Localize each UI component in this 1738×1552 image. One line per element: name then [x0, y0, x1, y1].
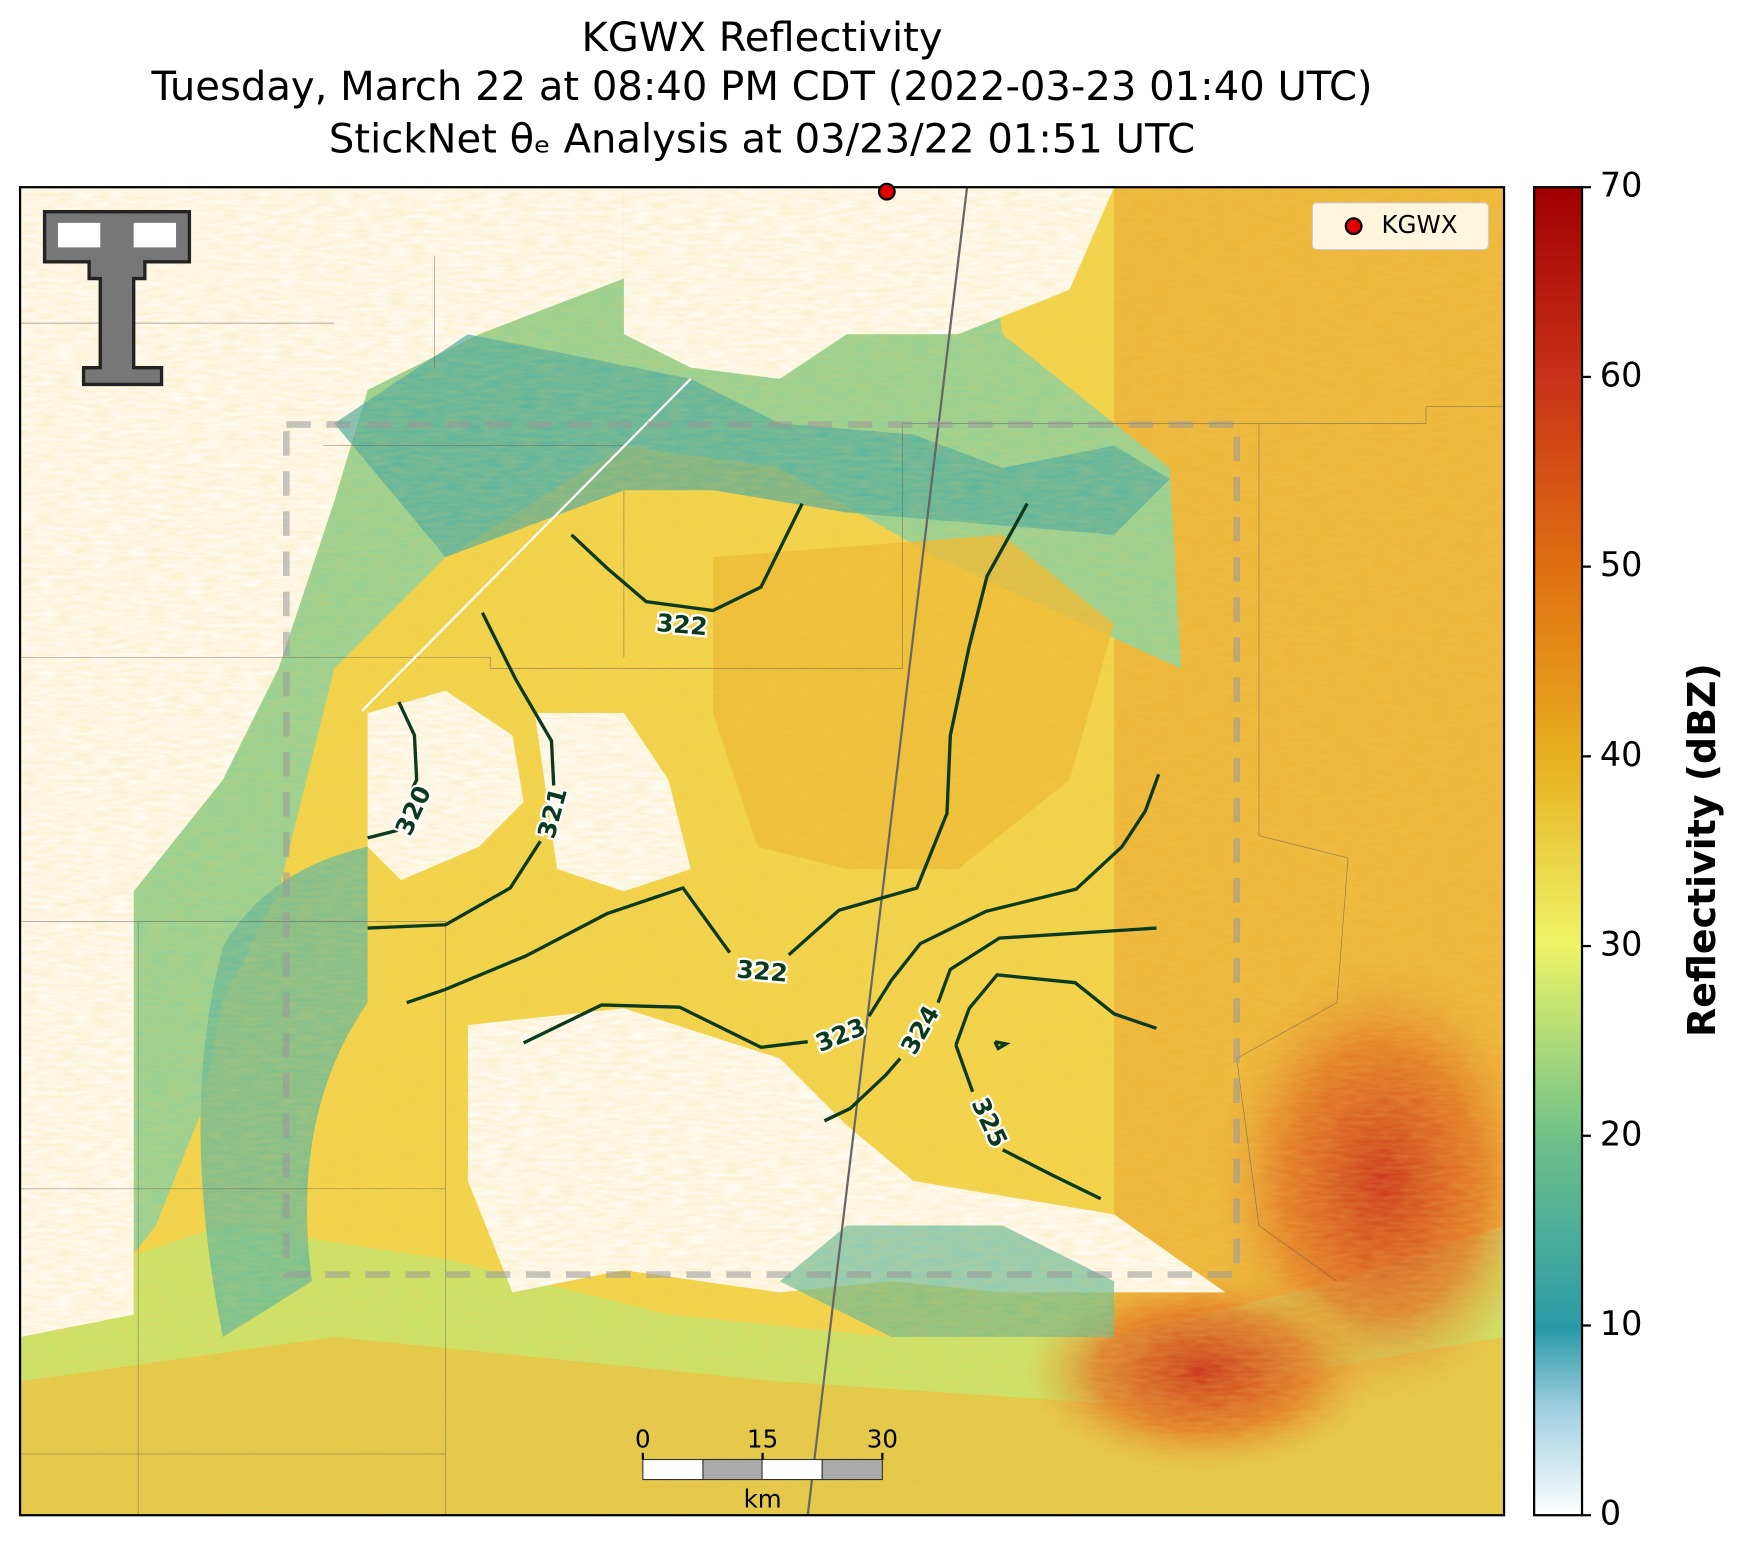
- scale-bar: 0 15 30 km: [635, 1425, 898, 1514]
- colorbar-tick-label: 60: [1600, 355, 1643, 394]
- contour-line: [993, 1040, 1011, 1051]
- colorbar-tick-label: 50: [1600, 545, 1643, 584]
- colorbar-tick-label: 10: [1600, 1304, 1643, 1343]
- colorbar-tick-label: 0: [1600, 1494, 1621, 1533]
- scale-tick-label: 30: [867, 1425, 898, 1454]
- contour-line: [480, 612, 556, 786]
- contour-line: [397, 701, 419, 790]
- scale-unit: km: [744, 1485, 782, 1514]
- legend-label: KGWX: [1381, 210, 1457, 239]
- contour-line: [954, 1044, 975, 1093]
- colorbar: [1533, 186, 1584, 1517]
- colorbar-tick-label: 70: [1600, 166, 1643, 205]
- contour-label: 322: [735, 954, 788, 987]
- contour-line: [367, 828, 400, 840]
- contour-line: [522, 1003, 808, 1050]
- contour-line: [954, 973, 1157, 1046]
- colorbar-tick-label: 40: [1600, 735, 1643, 774]
- contour-line: [867, 773, 1161, 1017]
- ttu-logo: [42, 210, 192, 387]
- contour-line: [367, 840, 542, 930]
- scale-tick-label: 0: [635, 1425, 651, 1454]
- subtitle: Tuesday, March 22 at 08:40 PM CDT (2022-…: [151, 64, 1373, 110]
- colorbar-label: Reflectivity (dBZ): [1680, 663, 1724, 1037]
- contour-line: [570, 502, 804, 613]
- legend: KGWX: [1311, 202, 1489, 251]
- legend-marker: [1344, 217, 1363, 236]
- map-frame: [18, 186, 1506, 1517]
- contour-line: [1001, 1148, 1102, 1201]
- colorbar-tick-label: 20: [1600, 1114, 1643, 1153]
- contour-line: [823, 1057, 902, 1123]
- contour-line: [936, 926, 1157, 1004]
- colorbar-tick-label: 30: [1600, 925, 1643, 964]
- scale-tick-label: 15: [747, 1425, 778, 1454]
- radar-site: [877, 182, 896, 201]
- contour-label: 322: [655, 608, 708, 641]
- contour-line: [406, 885, 732, 1005]
- title: KGWX Reflectivity: [581, 15, 942, 61]
- subtitle: StickNet θₑ Analysis at 03/23/22 01:51 U…: [329, 117, 1195, 163]
- contour-line: [787, 502, 1029, 957]
